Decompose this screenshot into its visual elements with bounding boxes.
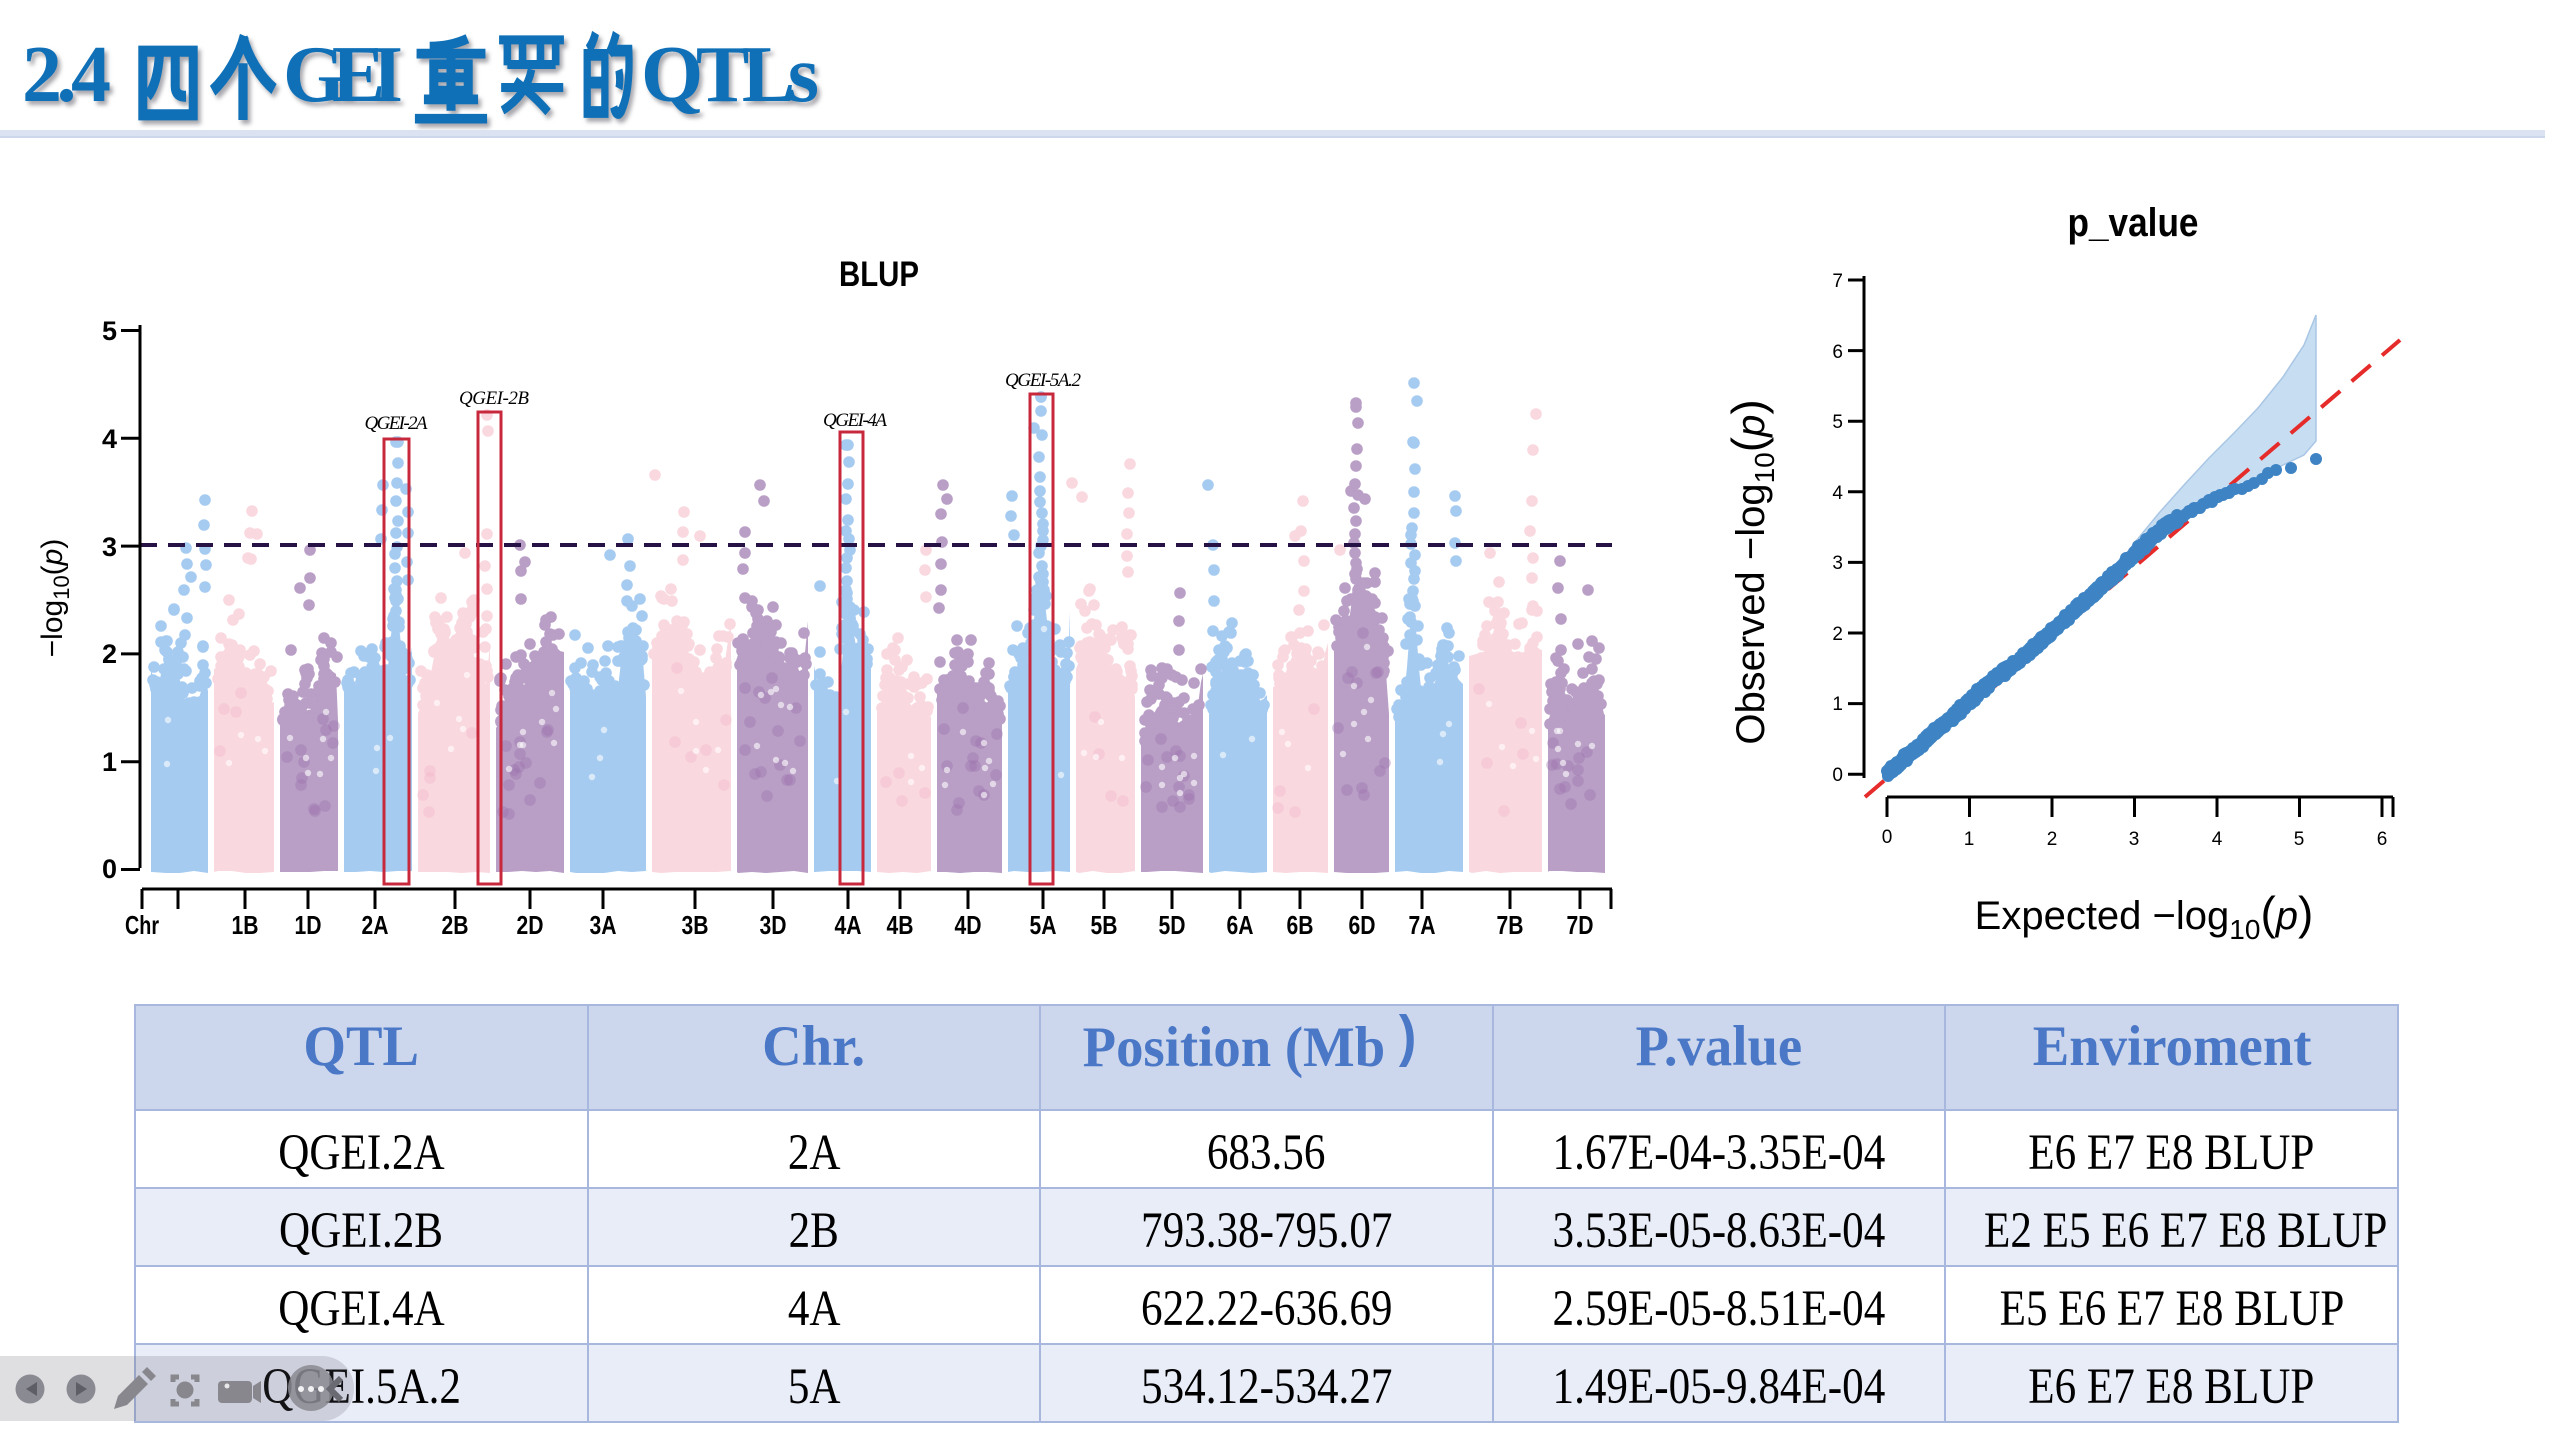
svg-text:5A: 5A [1030,910,1057,940]
svg-text:5: 5 [2294,829,2305,850]
svg-text:1: 1 [1964,829,1975,850]
svg-text:3: 3 [102,532,117,562]
svg-text:0: 0 [1832,765,1843,786]
svg-text:5D: 5D [1159,910,1186,940]
svg-text:1D: 1D [295,910,322,940]
svg-text:3D: 3D [760,910,787,940]
svg-text:3B: 3B [682,910,709,940]
svg-text:BLUP: BLUP [839,255,919,294]
svg-text:4B: 4B [887,910,914,940]
svg-text:7A: 7A [1409,910,1436,940]
svg-text:1B: 1B [232,910,259,940]
svg-text:6D: 6D [1349,910,1376,940]
svg-text:2: 2 [1832,624,1843,645]
svg-text:4: 4 [1832,483,1843,504]
svg-text:7D: 7D [1567,910,1594,940]
svg-text:7B: 7B [1497,910,1524,940]
svg-text:0: 0 [102,854,117,884]
svg-text:7: 7 [1832,271,1843,292]
svg-text:2: 2 [2047,829,2058,850]
svg-text:Chr: Chr [125,910,159,940]
svg-text:6A: 6A [1227,910,1254,940]
svg-text:−log10(p): −log10(p) [36,539,74,658]
svg-text:2A: 2A [362,910,389,940]
svg-text:2: 2 [102,639,117,669]
svg-text:6: 6 [1832,342,1843,363]
svg-text:QGEI-4A: QGEI-4A [823,410,887,431]
svg-text:QGEI-5A.2: QGEI-5A.2 [1005,370,1082,391]
svg-text:QGEI-2A: QGEI-2A [365,413,428,434]
svg-text:6: 6 [2377,829,2388,850]
svg-text:5: 5 [102,316,117,346]
svg-text:p_value: p_value [2068,201,2199,245]
svg-text:3A: 3A [590,910,617,940]
svg-text:GEI: GEI [283,31,403,119]
svg-text:2D: 2D [517,910,544,940]
svg-text:4D: 4D [955,910,982,940]
svg-text:2.4: 2.4 [22,31,111,119]
svg-text:4A: 4A [835,910,862,940]
svg-text:Expected −log10(p): Expected −log10(p) [1975,887,2314,945]
svg-text:1: 1 [1832,694,1843,715]
svg-text:5B: 5B [1091,910,1118,940]
svg-text:1: 1 [102,747,117,777]
svg-text:0: 0 [1882,827,1893,848]
svg-text:6B: 6B [1287,910,1314,940]
svg-text:2B: 2B [442,910,469,940]
svg-text:Observed −log10(p): Observed −log10(p) [1722,399,1780,744]
svg-text:QTLs: QTLs [641,31,819,119]
svg-text:QGEI-2B: QGEI-2B [459,388,529,409]
svg-text:3: 3 [1832,553,1843,574]
svg-text:5: 5 [1832,412,1843,433]
svg-text:3: 3 [2129,829,2140,850]
svg-text:4: 4 [102,424,117,454]
svg-text:4: 4 [2212,829,2223,850]
